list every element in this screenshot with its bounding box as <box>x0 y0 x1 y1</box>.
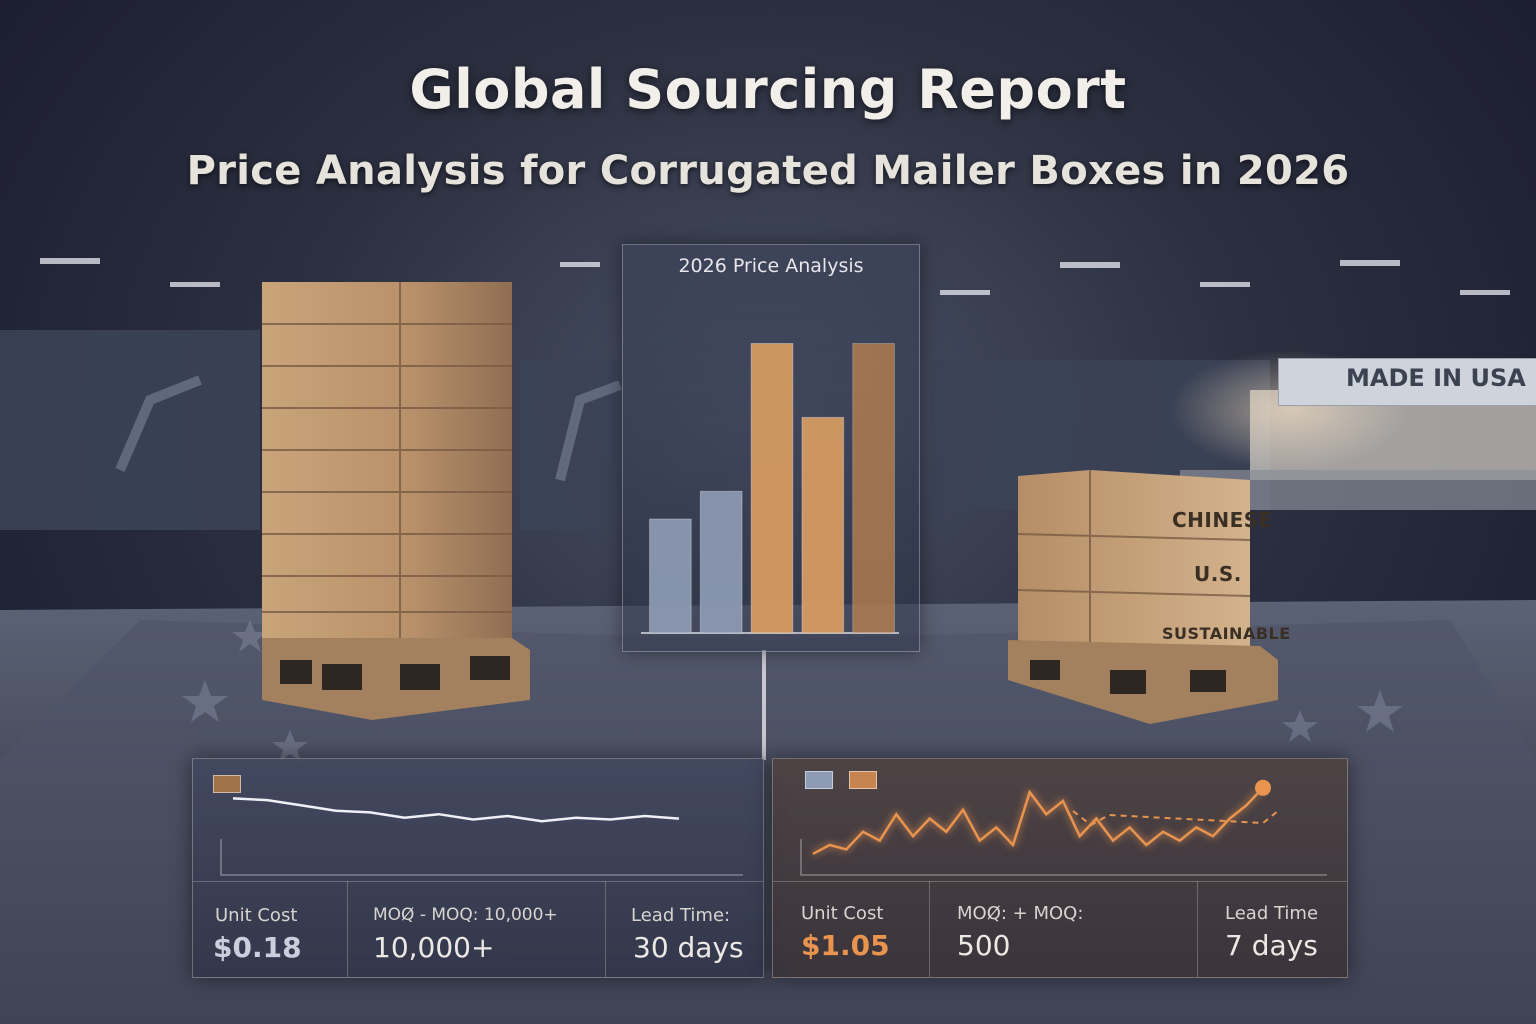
left-lead-time-label: Lead Time: <box>631 905 731 926</box>
left-moq-value: 10,000+ <box>373 931 495 964</box>
trend-right-target-line <box>1072 810 1279 827</box>
right-legend-swatch-orange <box>849 771 877 789</box>
trend-left-series <box>232 797 680 823</box>
box-label-chinese: CHINESE <box>1172 508 1273 532</box>
left-panel-divider <box>193 881 763 882</box>
right-moq-label: MOQ̸: + MOQ: <box>957 903 1084 924</box>
left-panel-column-divider-2 <box>605 881 606 977</box>
left-sourcing-panel: Unit Cost $0.18 MOQ̸ - MOQ: 10,000+ 10,0… <box>192 758 764 978</box>
right-legend-swatch-blue <box>805 771 833 789</box>
left-price-trend-line <box>220 797 743 876</box>
left-unit-cost-label: Unit Cost <box>215 905 298 926</box>
chart-bar-1 <box>649 518 692 634</box>
box-label-sustainable: SUSTAINABLE <box>1162 624 1291 643</box>
chart-title: 2026 Price Analysis <box>678 255 864 277</box>
right-lead-time-value: 7 days <box>1225 929 1318 962</box>
page-title: Global Sourcing Report <box>409 58 1127 121</box>
chart-bar-2 <box>699 490 743 634</box>
right-panel-column-divider-2 <box>1197 881 1198 977</box>
right-lead-time-label: Lead Time <box>1225 903 1319 924</box>
right-price-trend-line <box>800 779 1327 876</box>
chart-bar-5 <box>852 342 895 634</box>
left-moq-label: MOQ̸ - MOQ: 10,000+ <box>373 905 558 925</box>
chart-bar-4 <box>801 416 845 634</box>
left-legend-swatch <box>213 775 241 793</box>
made-in-usa-sign <box>1278 358 1536 406</box>
right-moq-value: 500 <box>957 929 1011 962</box>
right-unit-cost-label: Unit Cost <box>801 903 884 924</box>
left-box-stack <box>262 282 530 720</box>
trend-right-axis <box>800 839 1327 876</box>
right-box-stack <box>1008 470 1278 724</box>
right-panel-column-divider-1 <box>929 881 930 977</box>
chart-bar-3 <box>750 342 794 634</box>
trend-right-series <box>812 786 1264 855</box>
right-panel-divider <box>773 881 1347 882</box>
right-sourcing-panel: Unit Cost $1.05 MOQ̸: + MOQ: 500 Lead Ti… <box>772 758 1348 978</box>
right-unit-cost-value: $1.05 <box>801 929 890 962</box>
sign-text: MADE IN USA <box>1346 364 1526 392</box>
trend-left-axis <box>220 839 743 876</box>
trend-right-end-marker <box>1255 779 1271 796</box>
left-unit-cost-value: $0.18 <box>213 931 302 964</box>
box-label-us: U.S. <box>1194 562 1242 586</box>
page-subtitle: Price Analysis for Corrugated Mailer Box… <box>186 148 1350 194</box>
price-chart-panel: 2026 Price Analysis <box>622 244 920 652</box>
price-bar-chart <box>641 342 899 634</box>
left-panel-column-divider-1 <box>347 881 348 977</box>
left-lead-time-value: 30 days <box>633 931 744 964</box>
